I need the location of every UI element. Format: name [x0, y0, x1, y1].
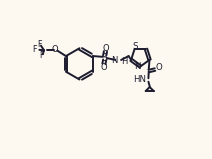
- Text: N: N: [134, 62, 140, 71]
- Text: S: S: [132, 42, 138, 51]
- Text: F: F: [32, 45, 37, 54]
- Text: S: S: [102, 53, 108, 63]
- Text: F: F: [39, 51, 43, 60]
- Text: H: H: [121, 57, 127, 66]
- Text: HN: HN: [133, 75, 146, 84]
- Text: F: F: [37, 40, 41, 49]
- Text: O: O: [102, 44, 109, 53]
- Text: N: N: [112, 56, 118, 65]
- Text: O: O: [155, 63, 162, 72]
- Text: O: O: [51, 45, 58, 54]
- Text: O: O: [101, 62, 107, 72]
